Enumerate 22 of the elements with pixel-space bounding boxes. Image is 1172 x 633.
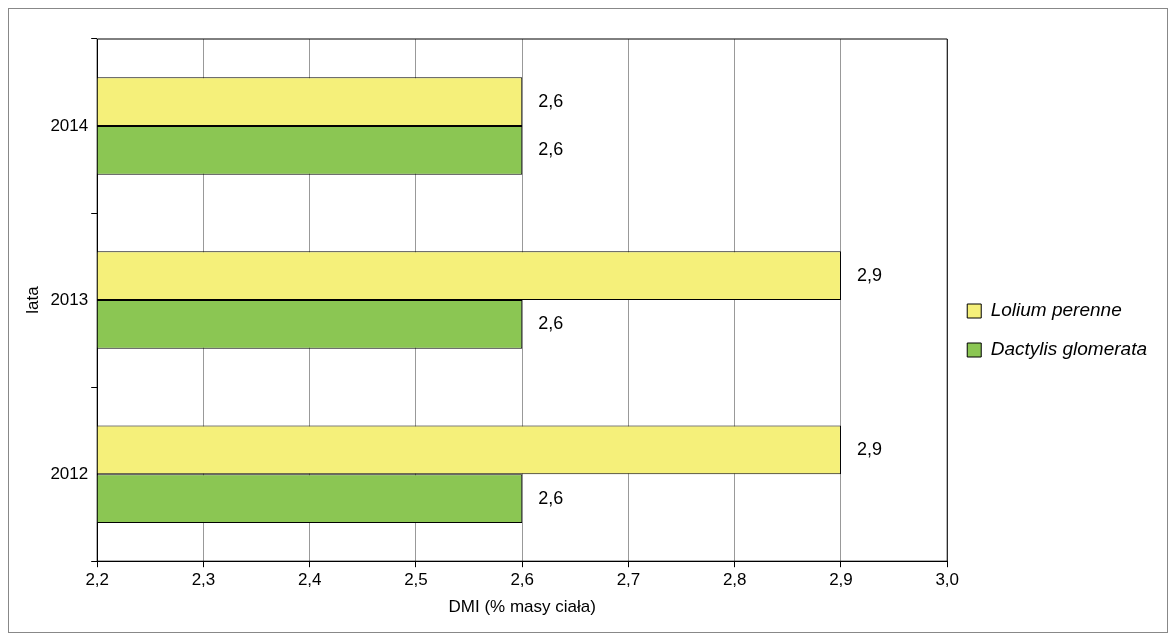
x-axis-title: DMI (% masy ciała)	[448, 597, 596, 617]
x-tick-label: 3,0	[935, 570, 960, 590]
x-tick-label: 2,3	[191, 570, 216, 590]
legend-label: Dactylis glomerata	[990, 338, 1147, 360]
data-label: 2,9	[856, 264, 882, 285]
data-label: 2,6	[538, 313, 564, 334]
y-tick-label: 2014	[50, 115, 89, 135]
data-label: 2,9	[856, 438, 882, 459]
y-tick-label: 2012	[50, 463, 89, 483]
x-tick-label: 2,2	[85, 570, 110, 590]
x-tick-label: 2,5	[404, 570, 428, 590]
x-tick-label: 2,6	[510, 570, 535, 590]
x-tick-label: 2,9	[829, 570, 853, 590]
y-axis-title: lata	[22, 285, 42, 314]
x-tick-label: 2,8	[722, 570, 747, 590]
x-tick-label: 2,4	[297, 570, 322, 590]
x-tick-label: 2,7	[616, 570, 641, 590]
y-tick-label: 2013	[50, 289, 89, 309]
data-label: 2,6	[538, 139, 564, 160]
data-label: 2,6	[538, 90, 564, 111]
legend-label: Lolium perenne	[990, 299, 1122, 321]
data-label: 2,6	[538, 487, 564, 508]
